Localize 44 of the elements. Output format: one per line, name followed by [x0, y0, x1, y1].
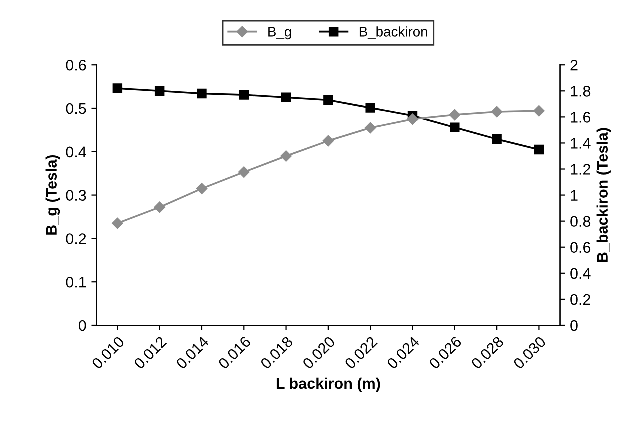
point — [491, 106, 503, 118]
y2-tick-label: 1.6 — [571, 112, 591, 123]
legend-label: B_backiron — [360, 26, 428, 40]
point — [366, 103, 376, 113]
y-tick-label: 0.4 — [66, 146, 86, 158]
y2-tick-label: 1.4 — [571, 138, 591, 149]
point — [450, 122, 460, 132]
y2-tick-label: 0.8 — [570, 216, 591, 228]
point — [197, 88, 207, 99]
point — [196, 183, 208, 194]
y2-axis-title: B_backiron (Tesla) — [596, 128, 612, 262]
y-tick-label: 0.2 — [66, 234, 86, 244]
point — [280, 150, 292, 162]
point — [449, 109, 461, 121]
y2-tick-label: 0.6 — [570, 242, 591, 254]
point — [324, 95, 334, 106]
y2-tick-label: 1.2 — [571, 164, 590, 175]
point — [112, 84, 123, 94]
point — [239, 90, 249, 100]
point — [492, 134, 502, 144]
point — [238, 166, 250, 178]
y-tick-label: 0.3 — [66, 190, 86, 201]
y2-tick-label: 1 — [571, 190, 578, 201]
point — [281, 92, 292, 103]
y2-tick-label: 0 — [570, 320, 578, 332]
point — [534, 106, 545, 117]
point — [364, 122, 376, 134]
point — [407, 114, 418, 125]
y2-tick-label: 2 — [570, 60, 578, 71]
x-axis-title: L backiron (m) — [276, 378, 380, 392]
point — [534, 144, 544, 155]
y2-tick-label: 0.4 — [570, 268, 591, 280]
legend-label: B_g — [268, 27, 292, 40]
point — [154, 86, 165, 96]
y2-tick-label: 0.2 — [570, 294, 590, 306]
point — [322, 135, 334, 147]
point — [154, 202, 166, 214]
y-tick-label: 0 — [78, 320, 86, 332]
y-tick-label: 0.6 — [66, 60, 86, 71]
y-axis-title: B_g (Tesla) — [46, 155, 60, 235]
point — [112, 218, 124, 230]
y2-tick-label: 1.8 — [571, 86, 591, 97]
y-tick-label: 0.5 — [66, 103, 86, 114]
y-tick-label: 0.1 — [66, 276, 86, 288]
